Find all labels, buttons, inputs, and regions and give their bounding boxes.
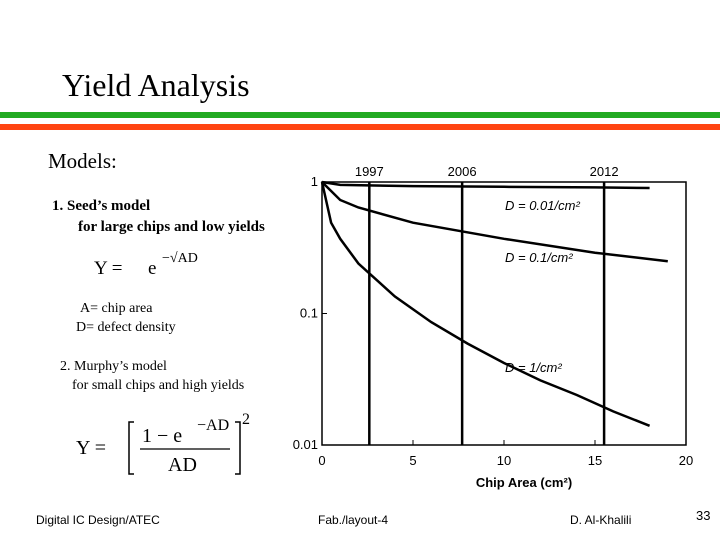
footer-right: D. Al-Khalili [570, 513, 631, 527]
definition: A= chip area [80, 301, 153, 316]
numerator: 1 − e [142, 425, 182, 447]
year-label: 1997 [355, 164, 384, 179]
formula-base: e [148, 258, 156, 279]
chart: 0 5 10 15 20 0.01 0.1 1 Chip Area (cm²) 1997 2006 2… [293, 164, 694, 490]
curve [321, 181, 668, 263]
formula-lhs: Y = [94, 258, 122, 279]
bracket [128, 421, 241, 475]
x-tick-label: 0 [318, 453, 325, 468]
item-title: 1. Seed’s model [52, 198, 150, 214]
page-number: 33 [696, 508, 710, 523]
x-tick-label: 10 [497, 453, 511, 468]
numerator-exponent: −AD [197, 417, 229, 434]
item-subtitle: for large chips and low yields [78, 219, 265, 235]
footer-left: Digital IC Design/ATEC [36, 513, 160, 527]
x-tick-label: 20 [679, 453, 693, 468]
formula-lhs: Y = [76, 437, 106, 459]
year-label: 2006 [448, 164, 477, 179]
orange-rule [0, 124, 720, 130]
curve-label: D = 0.1/cm² [505, 250, 573, 265]
denominator: AD [168, 454, 197, 476]
x-axis-label: Chip Area (cm²) [476, 475, 572, 490]
curve-label: D = 1/cm² [505, 360, 562, 375]
power: 2 [242, 411, 250, 428]
green-rule [0, 112, 720, 118]
curve-label: D = 0.01/cm² [505, 198, 580, 213]
formula-exponent: −√AD [162, 251, 198, 266]
definition: D= defect density [76, 320, 176, 335]
item-title: 2. Murphy’s model [60, 359, 167, 374]
x-tick-label: 5 [409, 453, 416, 468]
curve [321, 180, 650, 190]
footer-center: Fab./layout-4 [318, 513, 388, 527]
year-label: 2012 [590, 164, 619, 179]
item-subtitle: for small chips and high yields [72, 378, 244, 393]
x-tick-label: 15 [588, 453, 602, 468]
y-tick-label: 0.01 [293, 437, 318, 452]
heading: Models: [48, 149, 117, 173]
y-tick-label: 0.1 [300, 306, 318, 321]
y-tick-label: 1 [311, 174, 318, 189]
curve [320, 181, 651, 427]
slide-title: Yield Analysis [62, 67, 250, 103]
